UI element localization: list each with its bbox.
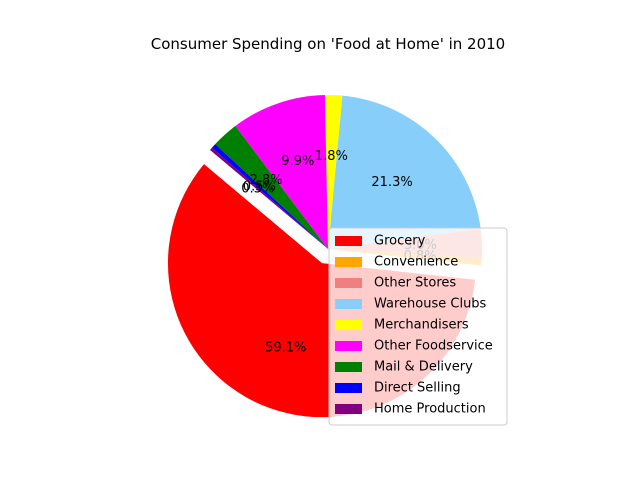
pie-slice-direct-selling — [211, 144, 328, 249]
legend-label-convenience: Convenience — [374, 255, 458, 270]
legend-swatch-warehouse-clubs — [335, 299, 362, 309]
legend-swatch-direct-selling — [335, 383, 362, 393]
pie-slice-mail-delivery — [215, 125, 328, 249]
legend-label-warehouse-clubs: Warehouse Clubs — [374, 297, 487, 312]
pct-label-mail-delivery: 2.8% — [250, 173, 283, 188]
legend-swatch-mail-delivery — [335, 362, 362, 372]
legend-label-other-foodservice: Other Foodservice — [374, 339, 493, 354]
legend-swatch-home-production — [335, 404, 362, 414]
pct-label-merchandisers: 1.8% — [315, 149, 348, 164]
legend-label-merchandisers: Merchandisers — [374, 318, 469, 333]
pct-label-warehouse-clubs: 21.3% — [371, 175, 412, 190]
pie-slice-merchandisers — [324, 95, 343, 250]
pie-slice-other-foodservice — [235, 95, 328, 249]
pie-slice-home-production — [210, 147, 328, 249]
pct-label-direct-selling: 0.5% — [243, 180, 276, 195]
pie-slice-warehouse-clubs — [328, 95, 481, 249]
legend-swatch-other-foodservice — [335, 341, 362, 351]
legend-swatch-convenience — [335, 257, 362, 267]
legend-swatch-other-stores — [335, 278, 362, 288]
legend-label-direct-selling: Direct Selling — [374, 381, 461, 396]
legend: Grocery Convenience Other Stores Warehouse … — [328, 227, 508, 426]
legend-swatch-merchandisers — [335, 320, 362, 330]
legend-label-other-stores: Other Stores — [374, 276, 456, 291]
pct-label-grocery: 59.1% — [265, 341, 306, 356]
pct-label-other-foodservice: 9.9% — [281, 154, 314, 169]
legend-label-home-production: Home Production — [374, 402, 486, 417]
chart-title: Consumer Spending on 'Food at Home' in 2… — [151, 35, 505, 53]
legend-label-grocery: Grocery — [374, 234, 426, 249]
pct-label-home-production: 0.3% — [241, 181, 274, 196]
legend-box — [328, 227, 508, 426]
legend-label-mail-delivery: Mail & Delivery — [374, 360, 473, 375]
legend-swatch-grocery — [335, 236, 362, 246]
